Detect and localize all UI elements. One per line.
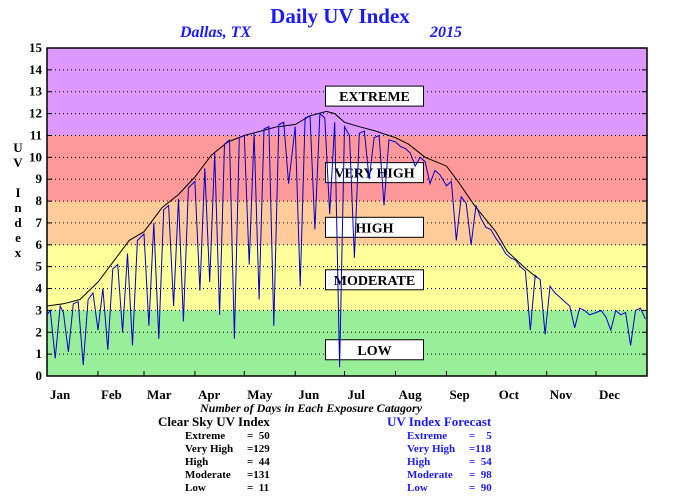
y-axis-label-char: x [14,245,22,260]
forecast-counts: Extreme = 5 Very High =118 High = 54 Moderate =… [407,430,492,495]
count-value: = 54 [469,456,492,468]
count-label: Very High [185,443,234,455]
y-axis-label-char: I [15,185,21,200]
count-value: = 44 [247,456,270,468]
x-tick-label: Jun [298,387,320,402]
x-tick-label: Feb [101,387,122,402]
count-label: High [185,456,209,468]
y-tick-label: 1 [36,346,43,361]
count-label: Extreme [185,430,226,442]
x-tick-label: Sep [449,387,469,402]
x-tick-label: Apr [198,387,221,402]
count-row: Extreme = 50 [185,430,270,443]
y-tick-label: 2 [36,324,43,339]
count-value: =118 [469,443,492,455]
y-tick-label: 10 [29,149,42,164]
clear-sky-counts-title: Clear Sky UV Index [158,414,270,429]
band-label: MODERATE [334,274,415,289]
clear-sky-line [46,110,538,307]
band-label-box [324,339,424,361]
count-label: Moderate [185,469,231,481]
x-tick-label: Nov [550,387,573,402]
count-row: Low = 90 [407,482,492,495]
band-label-box [324,269,424,291]
y-tick-label: 4 [36,281,43,296]
y-tick-label: 12 [29,106,42,121]
plot-frame [46,47,648,377]
forecast-line [46,112,646,368]
count-value: =131 [247,469,270,481]
count-row: Very High =129 [185,443,270,456]
count-label: Moderate [407,469,453,481]
forecast-counts-title: UV Index Forecast [387,414,492,429]
band-label-box [324,216,424,238]
x-tick-label: Dec [599,387,620,402]
band-label: EXTREME [339,90,410,105]
count-label: High [407,456,431,468]
count-row: High = 54 [407,456,492,469]
count-row: High = 44 [185,456,270,469]
x-tick-label: Aug [398,387,422,402]
y-tick-label: 5 [36,259,43,274]
count-label: Extreme [407,430,448,442]
band-label: LOW [357,344,391,359]
count-value: =129 [247,443,270,455]
count-row: Moderate = 98 [407,469,492,482]
y-tick-label: 9 [36,171,43,186]
count-value: = 98 [469,469,492,481]
y-axis-label-char: U [13,140,23,155]
x-tick-label: Mar [147,387,172,402]
y-tick-label: 8 [36,193,43,208]
count-value: = 11 [247,482,270,494]
x-tick-label: Jul [348,387,366,402]
y-axis-label-char: e [15,230,21,245]
y-axis-label-char: n [14,200,22,215]
chart-year: 2015 [430,24,462,41]
y-tick-label: 0 [36,368,43,383]
count-label: Low [407,482,428,494]
y-tick-label: 3 [36,302,43,317]
count-row: Moderate =131 [185,469,270,482]
count-row: Very High =118 [407,443,492,456]
y-axis-label-char: d [14,215,22,230]
band-label: HIGH [355,221,393,236]
count-row: Extreme = 5 [407,430,492,443]
band-label: VERY HIGH [334,167,414,182]
y-tick-label: 15 [29,40,43,55]
y-tick-label: 11 [30,127,42,142]
y-axis-label-char: V [13,155,23,170]
band-label-box [324,85,424,107]
band-label-box [324,162,424,184]
count-value: = 50 [247,430,270,442]
y-tick-label: 7 [36,215,43,230]
x-tick-label: May [247,387,273,402]
x-tick-label: Oct [499,387,520,402]
clear-sky-counts: Extreme = 50 Very High =129 High = 44 Moderate… [185,430,270,495]
count-label: Very High [407,443,456,455]
y-tick-label: 6 [36,237,43,252]
x-note: Number of Days in Each Exposure Catagory [200,401,423,415]
y-tick-label: 13 [29,84,43,99]
chart-title: Daily UV Index [270,4,410,28]
count-value: = 90 [469,482,492,494]
count-row: Low = 11 [185,482,270,495]
count-value: = 5 [469,430,492,442]
x-tick-label: Jan [50,387,71,402]
y-tick-label: 14 [29,62,43,77]
chart-location: Dallas, TX [180,24,252,41]
count-label: Low [185,482,206,494]
